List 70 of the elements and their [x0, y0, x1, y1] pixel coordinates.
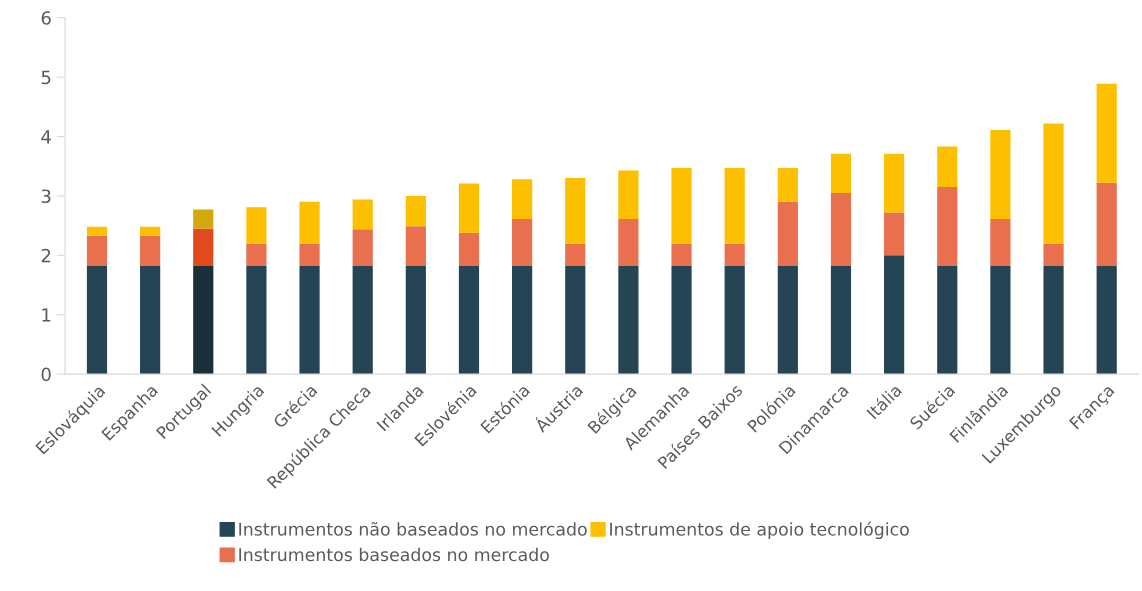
bar — [1043, 243, 1064, 266]
bar — [724, 243, 745, 266]
bar — [884, 212, 905, 256]
bar — [565, 266, 586, 375]
bar — [512, 179, 533, 220]
legend-label: Instrumentos não baseados no mercado — [239, 521, 587, 536]
bar — [830, 153, 852, 193]
bar — [990, 219, 1011, 266]
bar — [458, 183, 480, 233]
bar — [246, 266, 267, 375]
y-tick-label: 5 — [41, 70, 51, 85]
bar — [352, 229, 373, 266]
bar — [937, 146, 958, 188]
legend-label: Instrumentos de apoio tecnológico — [610, 521, 909, 540]
bar — [86, 226, 108, 236]
bar — [405, 226, 426, 266]
y-tick-label: 1 — [42, 308, 51, 322]
bar — [299, 266, 320, 375]
bar — [565, 243, 586, 266]
bar — [884, 153, 905, 213]
bar — [565, 178, 586, 244]
bar — [405, 266, 426, 375]
bar — [1043, 266, 1064, 375]
bar — [618, 266, 639, 375]
bar — [193, 266, 214, 375]
y-tick-label: 3 — [41, 189, 51, 204]
bar — [937, 187, 958, 266]
bar — [671, 266, 692, 375]
bar — [990, 266, 1011, 375]
bar — [246, 243, 267, 266]
y-tick-label: 0 — [41, 367, 51, 382]
bar — [671, 168, 692, 244]
bar — [458, 232, 480, 266]
y-tick-label: 2 — [41, 248, 51, 263]
bar — [352, 266, 373, 375]
bar — [1096, 83, 1117, 183]
bar — [1096, 182, 1117, 266]
bar — [884, 255, 905, 375]
bar — [458, 266, 480, 375]
bar — [724, 168, 745, 244]
bar — [140, 266, 161, 375]
bar — [618, 219, 639, 266]
bar — [671, 243, 692, 266]
bar — [352, 199, 373, 230]
bar — [990, 129, 1011, 220]
bar — [193, 228, 214, 266]
legend-label: Instrumentos baseados no mercado — [239, 547, 549, 562]
bar — [86, 235, 108, 266]
bar — [86, 266, 108, 375]
bar — [246, 207, 267, 244]
bar — [618, 170, 639, 220]
bar — [724, 266, 745, 375]
bar — [1096, 266, 1117, 375]
bar — [140, 235, 161, 266]
bar — [830, 266, 852, 375]
bar — [512, 219, 533, 266]
bar — [140, 226, 161, 236]
bar — [1043, 123, 1064, 244]
y-tick-label: 6 — [41, 11, 51, 25]
bar — [777, 168, 798, 202]
bar — [512, 266, 533, 375]
bar — [299, 201, 320, 244]
bar — [299, 243, 320, 266]
bar — [830, 192, 852, 266]
y-tick-label: 4 — [41, 130, 51, 144]
bar — [405, 195, 426, 227]
bar — [777, 266, 798, 375]
bar — [777, 201, 798, 266]
bar — [193, 209, 214, 229]
bar — [937, 266, 958, 375]
